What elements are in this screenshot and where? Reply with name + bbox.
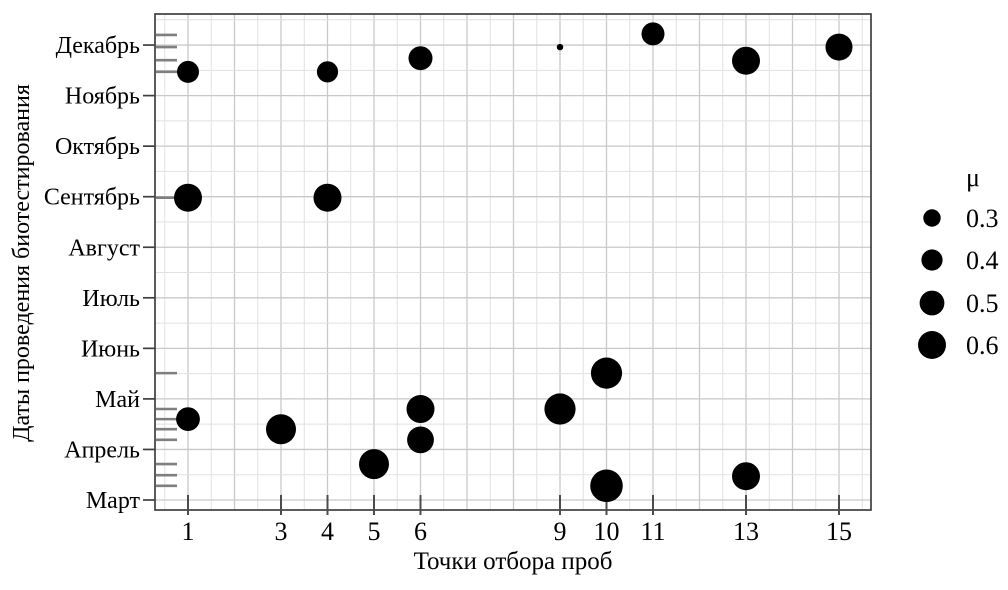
data-point <box>732 462 760 491</box>
legend: 0.3 0.4 0.5 0.6 <box>918 204 999 360</box>
data-point <box>732 46 760 75</box>
date-rug-ticks <box>156 33 177 488</box>
legend-item-label: 0.6 <box>966 331 999 360</box>
x-tick-label: 10 <box>594 517 620 546</box>
legend-item-label: 0.5 <box>966 289 999 318</box>
y-tick-label: Июнь <box>81 336 140 362</box>
data-point <box>266 414 296 445</box>
data-point <box>825 33 853 61</box>
data-point <box>590 469 623 503</box>
data-point <box>174 183 202 212</box>
legend-bubble <box>921 249 943 271</box>
data-point <box>313 183 342 212</box>
x-tick-label: 6 <box>414 517 427 546</box>
data-point <box>408 46 433 71</box>
y-tick-label: Ноябрь <box>65 84 140 110</box>
data-point <box>407 426 434 454</box>
data-point <box>406 395 435 424</box>
y-tick-label: Март <box>86 488 141 514</box>
x-tick-label: 3 <box>275 517 288 546</box>
legend-bubble <box>918 331 946 359</box>
x-tick-label: 1 <box>182 517 195 546</box>
y-axis-title: Даты проведения биотестирования <box>9 84 35 442</box>
x-tick-label: 11 <box>640 517 665 546</box>
legend-bubble <box>919 290 945 316</box>
x-axis-title: Точки отбора проб <box>413 548 613 575</box>
gridlines <box>155 14 871 510</box>
legend-title: μ <box>966 163 980 192</box>
y-tick-label: Апрель <box>64 437 140 463</box>
x-tick-label: 15 <box>826 517 852 546</box>
data-point <box>316 61 339 83</box>
data-point <box>590 357 623 389</box>
data-point <box>176 407 200 432</box>
y-tick-label: Декабрь <box>56 33 140 59</box>
legend-item-label: 0.4 <box>966 246 999 275</box>
data-point <box>556 43 564 51</box>
y-axis: Декабрь Ноябрь Октябрь Сентябрь Август Июль Ию… <box>44 33 155 514</box>
data-point <box>177 60 199 83</box>
y-tick-label: Октябрь <box>55 134 140 160</box>
x-tick-label: 4 <box>321 517 334 546</box>
y-tick-label: Июль <box>82 286 140 312</box>
data-point <box>359 449 389 480</box>
panel-border <box>154 13 872 511</box>
data-points <box>174 22 853 503</box>
x-axis: 1 3 4 5 6 9 10 11 13 15 <box>182 495 852 546</box>
x-tick-label: 9 <box>554 517 567 546</box>
legend-item-label: 0.3 <box>966 204 999 233</box>
x-tick-label: 13 <box>733 517 759 546</box>
y-tick-label: Сентябрь <box>44 185 140 211</box>
x-tick-label: 5 <box>368 517 381 546</box>
y-tick-label: Август <box>68 235 140 261</box>
data-point <box>641 22 665 46</box>
data-point <box>544 393 576 425</box>
legend-bubble <box>923 209 941 227</box>
y-tick-label: Май <box>95 387 140 413</box>
